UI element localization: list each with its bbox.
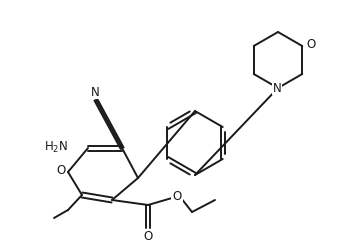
Text: O: O bbox=[307, 38, 316, 50]
Text: O: O bbox=[143, 231, 153, 243]
Text: N: N bbox=[90, 85, 99, 99]
Text: O: O bbox=[172, 190, 182, 203]
Text: O: O bbox=[56, 165, 66, 177]
Text: H$_2$N: H$_2$N bbox=[44, 139, 68, 154]
Text: N: N bbox=[273, 81, 281, 94]
